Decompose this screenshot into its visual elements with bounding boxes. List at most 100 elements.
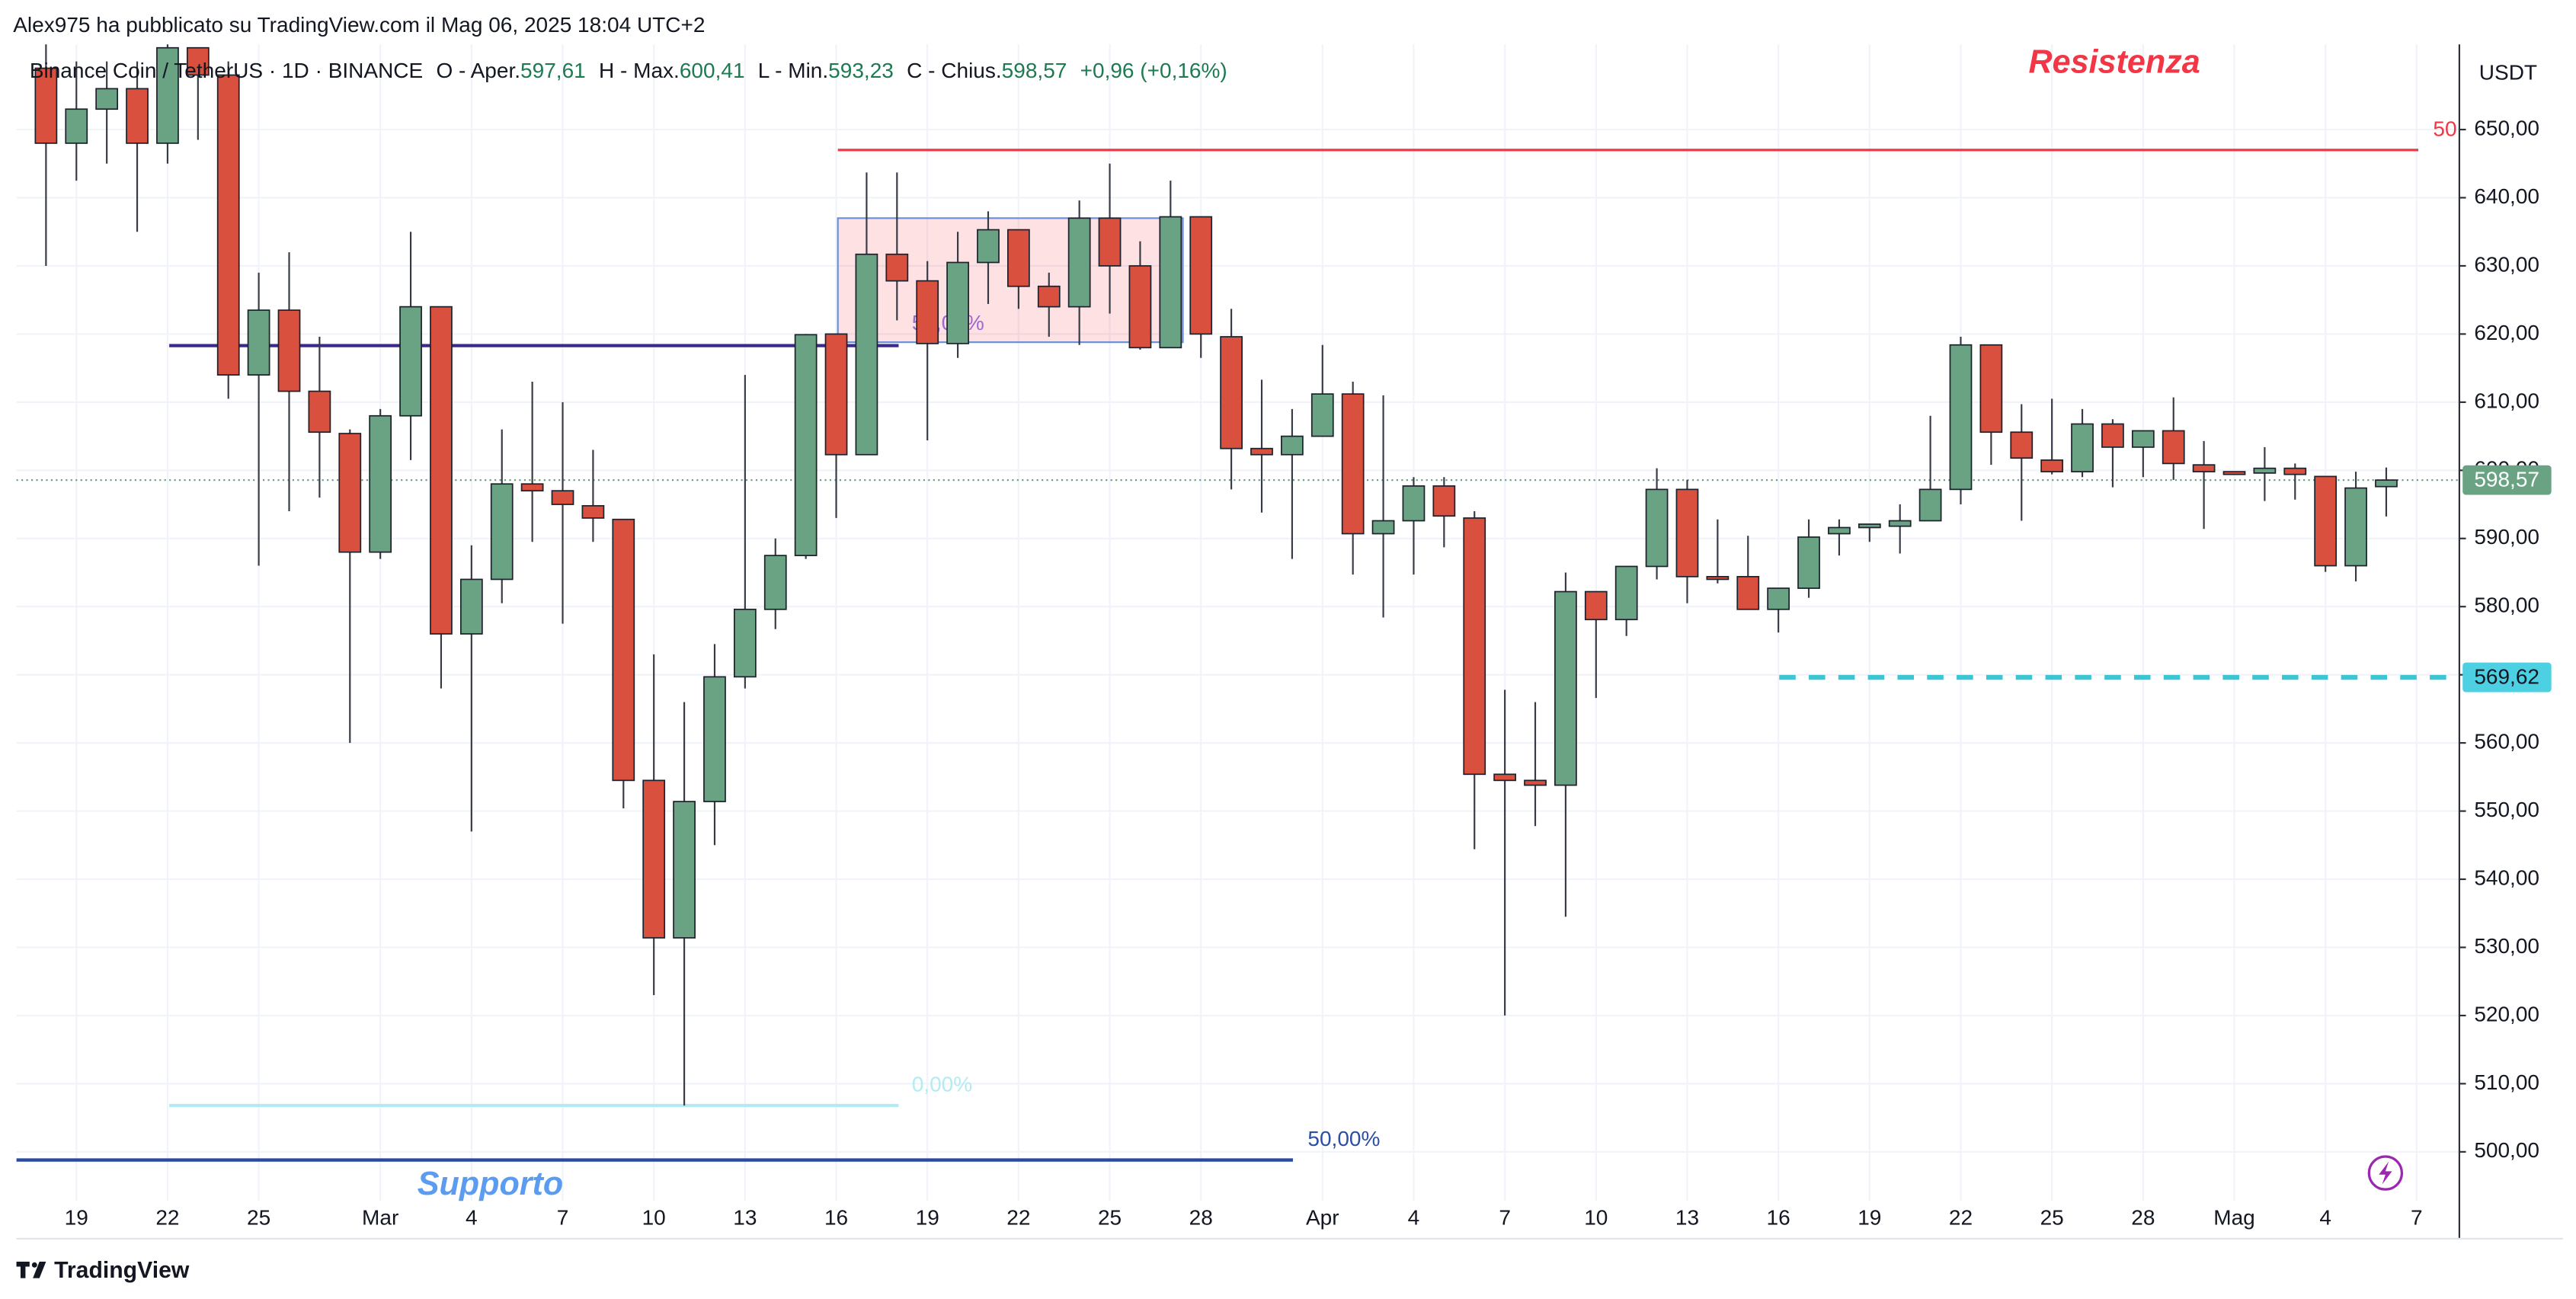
legend: Binance Coin / TetherUS · 1D · BINANCE O … [30,59,1227,82]
x-tick-label: 10 [1584,1205,1608,1229]
candle-body [2222,471,2246,475]
candle-body [642,779,666,939]
candle-body [1159,216,1182,349]
candle-body [1524,779,1547,786]
header-text: Alex975 ha pubblicato su TradingView.com… [13,13,705,37]
x-tick-label: 7 [1499,1205,1511,1229]
legend-low-label: L - Min. [758,59,828,82]
candle-body [2101,423,2124,448]
candle-body [916,280,939,344]
candle-body [1098,217,1122,267]
candle-body [1888,520,1912,527]
candle-body [551,490,574,505]
candle-body [855,253,878,456]
candle-body [2131,430,2155,448]
x-tick-label: Mar [362,1205,398,1229]
x-tick-label: 7 [2411,1205,2423,1229]
price-tag-label: 569,62 [2474,665,2539,689]
legend-change: +0,96 (+0,16%) [1080,59,1227,82]
candle-body [2071,423,2094,472]
x-tick-label: 25 [2040,1205,2064,1229]
y-tick-label: 640,00 [2474,184,2539,208]
candle-body [95,88,119,110]
y-tick-label: 650,00 [2474,116,2539,139]
x-tick-label: 22 [1006,1205,1030,1229]
candle-body [369,414,392,553]
legend-high-label: H - Max. [599,59,680,82]
legend-high: 600,41 [680,59,745,82]
candle-body [885,253,909,282]
candle-body [1432,485,1456,517]
price-tag-label: 598,57 [2474,468,2539,491]
y-tick-label: 590,00 [2474,525,2539,549]
resistance-edge-text: 50 [2433,117,2456,140]
candle-body [430,306,453,635]
x-tick-label: 16 [824,1205,848,1229]
y-tick-label: 500,00 [2474,1138,2539,1162]
candle-body [733,608,757,678]
candle-body [65,108,88,144]
x-tick-label: Mag [2213,1205,2255,1229]
x-tick-label: 19 [1858,1205,1881,1229]
candle-body [1006,229,1030,287]
candle-body [1067,217,1091,308]
y-tick-label: 530,00 [2474,934,2539,958]
candle-body [1979,344,2003,434]
candle-body [2253,467,2277,474]
legend-symbol: Binance Coin / TetherUS · 1D · BINANCE [30,59,423,82]
candle-body [1189,216,1213,335]
candle-body [1463,517,1486,776]
price-tag [2462,465,2552,495]
candle-body [520,483,544,492]
candle-body [1797,536,1820,589]
candle-body [581,504,605,519]
lightning-icon[interactable] [2367,1155,2404,1191]
candle-body [216,74,240,376]
legend-open: 597,61 [520,59,586,82]
x-tick-label: 13 [733,1205,757,1229]
candle-body [1037,285,1061,308]
candle-body [1706,576,1730,581]
y-tick-label: 620,00 [2474,321,2539,344]
x-tick-label: 22 [155,1205,179,1229]
candles [34,44,2398,1106]
candle-body [1584,590,1608,621]
x-tick-label: 19 [916,1205,939,1229]
x-tick-label: 10 [642,1205,666,1229]
candle-body [490,483,514,581]
candle-body [824,333,848,456]
candle-body [1736,576,1760,610]
candle-body [1341,393,1365,535]
y-tick-label: 540,00 [2474,865,2539,889]
candle-body [277,309,301,392]
candle-body [1614,565,1638,621]
x-tick-label: 19 [65,1205,88,1229]
legend-open-label: O - Aper. [436,59,520,82]
candle-body [1402,485,1426,522]
candle-body [399,306,422,417]
candle-body [126,88,149,144]
support-text: Supporto [418,1166,564,1202]
candle-body [2010,431,2034,459]
y-tick-label: 560,00 [2474,730,2539,753]
candle-body [1250,447,1273,456]
y-tick-label: 630,00 [2474,252,2539,276]
candle-body [1371,520,1395,535]
candle-body [794,334,818,556]
x-tick-label: 22 [1949,1205,1973,1229]
candle-body [2283,467,2307,475]
x-tick-label: 7 [557,1205,569,1229]
brand-logo [16,1262,46,1278]
candle-body [338,433,362,553]
price-tag [2462,662,2552,693]
candle-body [1949,344,1973,491]
candle-body [1767,587,1790,610]
candle-body [673,801,696,939]
legend-close-label: C - Chius. [907,59,1002,82]
candle-body [459,578,483,635]
legend-low: 593,23 [828,59,894,82]
y-tick-label: 580,00 [2474,594,2539,617]
